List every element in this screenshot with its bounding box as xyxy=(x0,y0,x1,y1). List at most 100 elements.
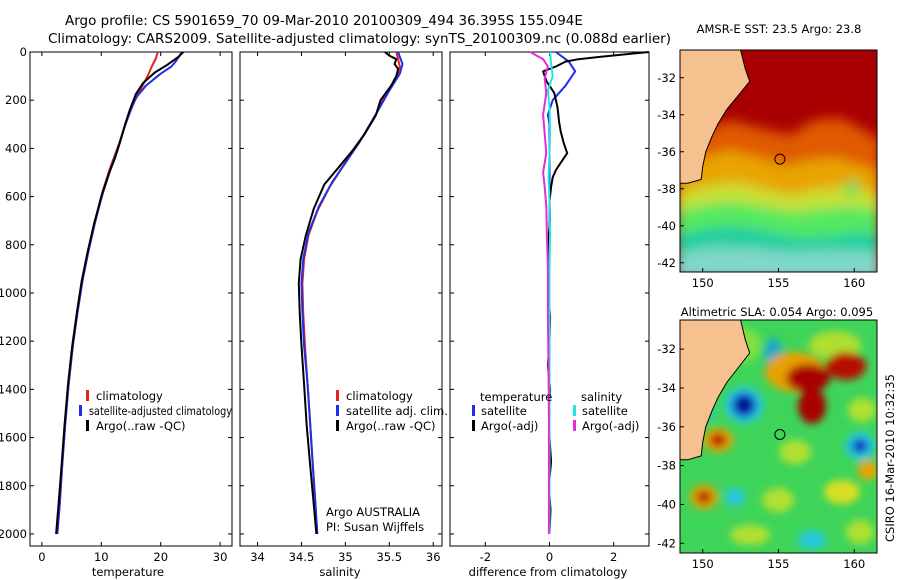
lat-tick-label: -36 xyxy=(657,145,676,159)
lon-tick-label: 155 xyxy=(768,557,790,571)
y-tick-label: 800 xyxy=(5,238,27,252)
sla-map-land xyxy=(680,320,751,461)
x-tick-label: 34 xyxy=(250,550,265,564)
x-tick-label: 35 xyxy=(338,550,353,564)
legend-label-argo: Argo(..raw -QC) xyxy=(346,419,436,433)
difference-panel: -2 0 2 difference from climatology tempera… xyxy=(449,51,650,579)
lat-tick-label: -42 xyxy=(657,256,676,270)
sst-profile-marker xyxy=(774,153,786,165)
y-tick-label: 1000 xyxy=(0,286,27,300)
legend-label-temp-argo: Argo(-adj) xyxy=(481,419,538,433)
y-tick-label: 400 xyxy=(5,141,27,155)
sla-field xyxy=(680,320,877,553)
series-line-argo-raw-qc- xyxy=(297,51,400,535)
y-tick-label: 1800 xyxy=(0,479,27,493)
salinity-xlabel: salinity xyxy=(319,565,360,579)
sst-map-land xyxy=(680,50,751,184)
y-tick-label: 0 xyxy=(20,45,27,59)
x-tick-label: -2 xyxy=(480,550,491,564)
legend-swatch-satellite xyxy=(79,405,82,416)
sst-field xyxy=(680,50,877,272)
legend-title-salinity: salinity xyxy=(581,390,622,404)
figure-title-line2: Climatology: CARS2009. Satellite-adjuste… xyxy=(48,31,671,47)
lat-tick-label: -34 xyxy=(657,381,676,395)
sst-map: AMSR-E SST: 23.5 Argo: 23.8 150 155 160 -32… xyxy=(657,22,878,290)
series-line-argo-raw-qc- xyxy=(55,51,185,535)
y-tick-label: 1400 xyxy=(0,382,27,396)
salinity-lines xyxy=(297,51,404,535)
sst-map-title: AMSR-E SST: 23.5 Argo: 23.8 xyxy=(697,22,862,36)
legend-swatch-temp-argo xyxy=(472,420,475,431)
temperature-lines xyxy=(55,51,185,535)
figure-title-line1: Argo profile: CS 5901659_70 09-Mar-2010 … xyxy=(65,13,583,29)
lat-tick-label: -40 xyxy=(657,219,676,233)
salinity-panel: 34 34.5 35 35.5 36 salinity climatology sate… xyxy=(239,51,448,579)
lon-tick-label: 160 xyxy=(843,557,865,571)
sst-map-ticks: 150 155 160 -32 -34 -36 -38 -40 -42 xyxy=(657,71,865,290)
legend-label-temp-satellite: satellite xyxy=(481,404,527,418)
salinity-axes-frame xyxy=(239,51,443,547)
lat-tick-label: -32 xyxy=(657,342,676,356)
legend-label-sal-argo: Argo(-adj) xyxy=(582,419,639,433)
legend-swatch-climatology xyxy=(336,390,339,401)
lon-tick-label: 150 xyxy=(692,276,714,290)
lat-tick-label: -36 xyxy=(657,420,676,434)
y-tick-label: 1200 xyxy=(0,334,27,348)
legend-swatch-argo xyxy=(86,420,89,431)
salinity-ticks: 34 34.5 35 35.5 36 xyxy=(240,51,442,564)
x-tick-label: 30 xyxy=(213,550,228,564)
lat-tick-label: -32 xyxy=(657,71,676,85)
float-program-annotation: Argo AUSTRALIA xyxy=(326,505,420,519)
pi-annotation: PI: Susan Wijffels xyxy=(326,520,424,534)
legend-title-temperature: temperature xyxy=(480,390,552,404)
legend-swatch-climatology xyxy=(86,390,89,401)
lat-tick-label: -42 xyxy=(657,536,676,550)
lon-tick-label: 160 xyxy=(843,276,865,290)
difference-xlabel: difference from climatology xyxy=(469,565,628,579)
x-tick-label: 36 xyxy=(426,550,441,564)
lat-tick-label: -34 xyxy=(657,108,676,122)
x-tick-label: 20 xyxy=(153,550,168,564)
temperature-xlabel: temperature xyxy=(92,565,164,579)
legend-swatch-sal-satellite xyxy=(573,405,576,416)
salinity-legend: climatology satellite adj. clim. Argo(..… xyxy=(336,389,448,433)
legend-swatch-sal-argo xyxy=(573,420,576,431)
legend-label-climatology: climatology xyxy=(96,389,163,403)
legend-swatch-satellite xyxy=(336,405,339,416)
legend-swatch-temp-satellite xyxy=(472,405,475,416)
legend-label-climatology: climatology xyxy=(346,389,413,403)
temperature-legend: climatology satellite-adjusted climatolo… xyxy=(79,389,232,433)
lat-tick-label: -38 xyxy=(657,182,676,196)
legend-label-satellite: satellite-adjusted climatology xyxy=(89,404,232,418)
temperature-axes-frame xyxy=(29,51,233,547)
sla-map: Altimetric SLA: 0.054 Argo: 0.095 xyxy=(657,305,878,571)
series-line-satellite-adj-clim- xyxy=(300,51,404,535)
y-tick-label: 200 xyxy=(5,93,27,107)
lon-tick-label: 150 xyxy=(692,557,714,571)
temperature-ticks: 0 10 20 30 0 200 400 600 800 1000 1200 1400 1600 1800… xyxy=(0,45,232,564)
x-tick-label: 10 xyxy=(94,550,109,564)
series-line-salinity-argo-adj- xyxy=(529,51,550,534)
legend-label-satellite: satellite adj. clim. xyxy=(346,404,448,418)
x-tick-label: 0 xyxy=(38,550,45,564)
temperature-panel: 0 10 20 30 0 200 400 600 800 1000 1200 1400 1600 1800… xyxy=(0,45,233,579)
sla-profile-marker xyxy=(774,429,786,440)
lat-tick-label: -40 xyxy=(657,497,676,511)
legend-swatch-argo xyxy=(336,420,339,431)
sla-map-ticks: 150 155 160 -32 -34 -36 -38 -40 -42 xyxy=(657,342,865,571)
legend-label-sal-satellite: satellite xyxy=(582,404,628,418)
x-tick-label: 2 xyxy=(610,550,617,564)
x-tick-label: 35.5 xyxy=(376,550,402,564)
y-tick-label: 2000 xyxy=(0,527,27,541)
legend-label-argo: Argo(..raw -QC) xyxy=(96,419,186,433)
sla-map-title: Altimetric SLA: 0.054 Argo: 0.095 xyxy=(681,305,873,319)
difference-lines xyxy=(529,51,650,535)
csiro-timestamp: CSIRO 16-Mar-2010 10:32:35 xyxy=(883,374,897,542)
x-tick-label: 0 xyxy=(546,550,553,564)
difference-legend: temperature salinity satellite Argo(-adj… xyxy=(472,390,639,433)
y-tick-label: 600 xyxy=(5,190,27,204)
x-tick-label: 34.5 xyxy=(289,550,315,564)
y-tick-label: 1600 xyxy=(0,431,27,445)
lon-tick-label: 155 xyxy=(768,276,790,290)
